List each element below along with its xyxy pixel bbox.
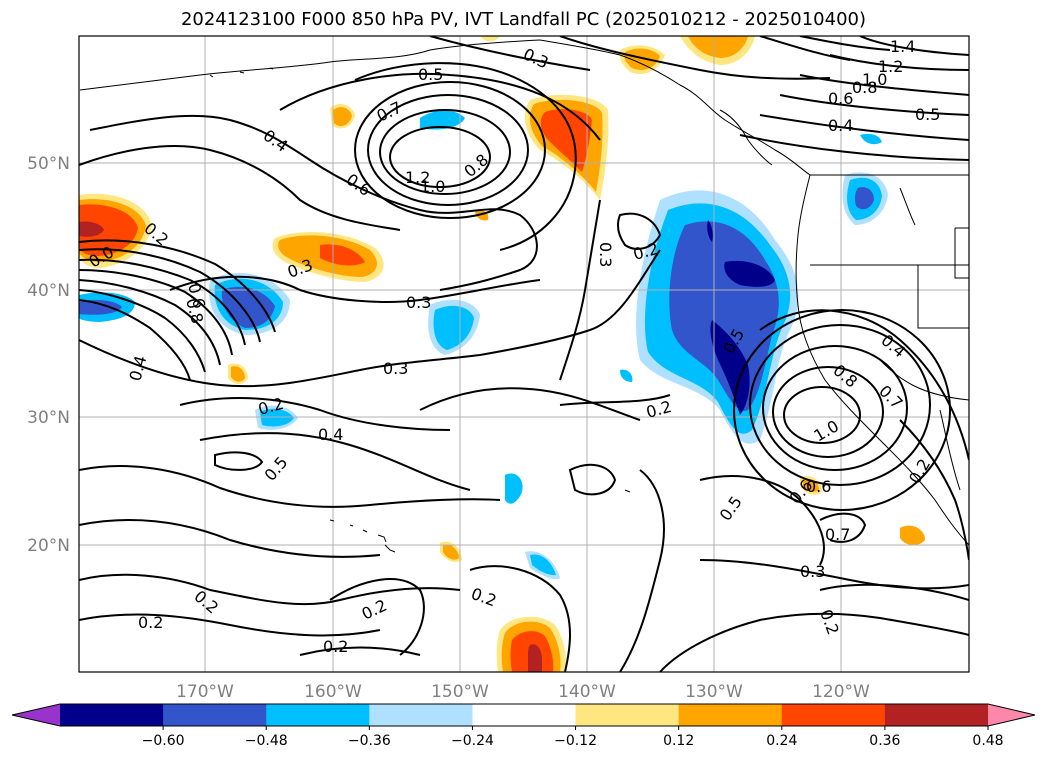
lon-label: 160°W	[304, 682, 362, 702]
colorbar-segment	[369, 704, 473, 726]
lat-label: 40°N	[27, 281, 70, 301]
longitude-labels: 170°W 160°W 150°W 140°W 130°W 120°W	[176, 682, 870, 702]
lon-label: 170°W	[176, 682, 234, 702]
positive-anomaly-south	[496, 616, 567, 672]
contour-label: 0.3	[406, 293, 431, 312]
colorbar-segment	[60, 704, 164, 726]
contour-label: 1.0	[420, 177, 445, 196]
negative-anomaly-small2	[505, 473, 523, 504]
shaded-anomalies	[79, 36, 925, 672]
colorbar-tick-label: −0.36	[348, 733, 391, 749]
pv-contours	[79, 36, 969, 672]
lon-label: 130°W	[685, 682, 743, 702]
colorbar-extend-max	[988, 704, 1035, 726]
colorbar-tick-label: −0.60	[142, 733, 185, 749]
contour-label: 1.2	[405, 168, 430, 187]
contour-label: 0.6	[806, 477, 831, 496]
contour-label: 1.2	[878, 57, 903, 76]
contour-label: 0.5	[418, 65, 443, 84]
colorbar-tick-label: 0.12	[663, 733, 694, 749]
coastlines	[79, 39, 969, 553]
colorbar-tick-label: 0.48	[972, 733, 1003, 749]
contour-label: 1.0	[862, 70, 887, 89]
colorbar-outline	[11, 703, 1036, 727]
contour-label: 0.6	[828, 89, 853, 108]
contour-label: 0.4	[318, 425, 343, 444]
positive-anomaly-mid-north	[272, 232, 384, 282]
colorbar-extend-min	[12, 704, 60, 726]
colorbar-segment	[472, 704, 577, 726]
latitude-labels: 50°N 40°N 30°N 20°N	[27, 154, 70, 556]
contour-label: 0.2	[138, 613, 163, 632]
map-title: 2024123100 F000 850 hPa PV, IVT Landfall…	[180, 9, 867, 30]
colorbar-segment	[884, 704, 989, 726]
contour-label: 0.8	[852, 78, 877, 97]
lat-label: 50°N	[27, 154, 70, 174]
colorbar-tick-label: −0.48	[245, 733, 288, 749]
contour-label: 0.4	[828, 116, 853, 135]
map-frame	[78, 35, 970, 673]
lat-label: 30°N	[27, 408, 70, 428]
colorbar-segment	[163, 704, 267, 726]
positive-anomaly-top	[619, 36, 755, 75]
lat-label: 20°N	[27, 536, 70, 556]
contour-label: 0.7	[825, 525, 850, 544]
contour-label: 0.3	[596, 242, 615, 267]
contour-label: 0.3	[383, 359, 408, 378]
colorbar-tick-label: −0.12	[554, 733, 597, 749]
colorbar: −0.60 −0.48 −0.36 −0.24 −0.12 0.12 0.24 0.36 0.4…	[11, 703, 1036, 749]
colorbar-segment	[781, 704, 886, 726]
colorbar-tick-label: 0.24	[766, 733, 797, 749]
colorbar-tick-label: 0.36	[869, 733, 900, 749]
lon-label: 140°W	[558, 682, 616, 702]
contour-label: 0.2	[323, 637, 348, 656]
graticule	[79, 36, 969, 672]
positive-anomaly-west-edge	[79, 193, 152, 268]
negative-anomaly-main	[636, 190, 799, 444]
colorbar-tick-label: −0.24	[451, 733, 494, 749]
map-panel: 0.5 0.3 0.7 0.4 0.6 1.2 1.0 0.8 1.4 1.2 …	[79, 36, 969, 672]
colorbar-segment	[678, 704, 783, 726]
contour-label: 1.4	[890, 37, 915, 56]
colorbar-segment	[266, 704, 370, 726]
contour-label: 0.3	[800, 562, 825, 581]
contour-label: 0.5	[915, 105, 940, 124]
negative-anomaly-north	[420, 110, 465, 130]
lon-label: 150°W	[431, 682, 489, 702]
colorbar-segment	[575, 704, 680, 726]
lon-label: 120°W	[812, 682, 870, 702]
